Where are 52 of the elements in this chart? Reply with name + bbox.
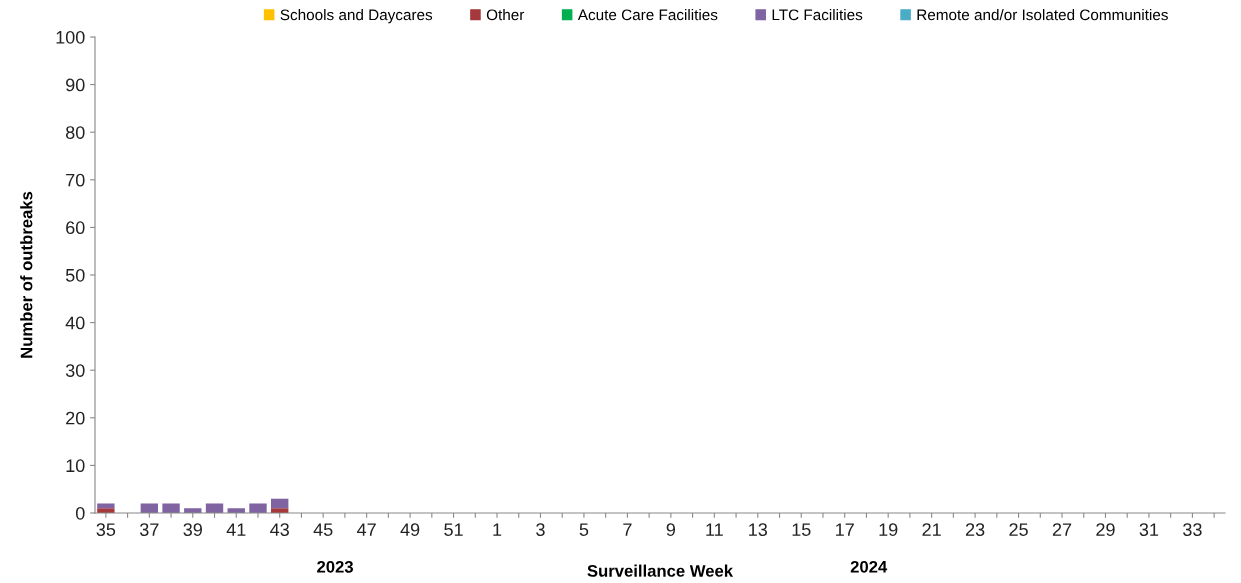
x-tick-label: 27: [1052, 523, 1072, 536]
text: 2024: [850, 560, 888, 573]
bar: [97, 503, 115, 509]
x-tick-label: 51: [444, 523, 463, 536]
x-tick-label: 9: [666, 523, 676, 536]
x-tick-label: 7: [623, 523, 632, 536]
bar: [162, 503, 180, 513]
y-tick-label: 30: [65, 364, 85, 377]
bar: [140, 503, 159, 513]
bar: [205, 503, 224, 513]
x-tick-label: 37: [139, 523, 159, 536]
x-tick-label: 33: [1183, 523, 1202, 536]
legend-label: Schools and Daycares: [280, 9, 433, 24]
y-tick-label: 80: [65, 126, 85, 139]
y-axis-title: Number of outbreaks: [20, 191, 33, 358]
y-tick-label: 60: [66, 221, 85, 235]
x-tick-label: 31: [1139, 523, 1159, 536]
y-tick-label: 90: [66, 78, 85, 92]
x-axis-title: Surveillance Week: [587, 564, 734, 577]
x-tick-label: 1: [493, 523, 502, 536]
x-tick-label: 49: [400, 523, 420, 536]
x-tick-label: 23: [965, 523, 985, 536]
x-tick-label: 21: [922, 523, 941, 536]
legend-label: Acute Care Facilities: [577, 9, 718, 21]
x-tick-label: 17: [836, 523, 854, 536]
x-tick-label: 15: [792, 523, 811, 536]
bar: [249, 503, 267, 513]
x-tick-label: 13: [749, 523, 768, 536]
x-tick-label: 35: [96, 523, 116, 536]
x-tick-label: 29: [1096, 523, 1115, 536]
bar: [271, 498, 289, 509]
x-tick-label: 3: [536, 523, 545, 536]
x-tick-label: 43: [270, 523, 289, 536]
x-tick-label: 39: [183, 523, 202, 536]
x-tick-label: 25: [1009, 523, 1028, 536]
y-tick-label: 20: [66, 411, 85, 425]
x-tick-label: 41: [226, 523, 246, 536]
y-tick-label: 10: [66, 459, 85, 473]
x-tick-label: 19: [879, 523, 898, 536]
y-tick-label: 70: [66, 173, 85, 187]
x-tick-label: 5: [579, 523, 589, 536]
y-tick-label: 100: [56, 30, 85, 44]
legend-label: LTC Facilities: [772, 9, 863, 21]
legend-label: Other: [486, 9, 525, 21]
y-tick-label: 40: [65, 316, 85, 330]
text: 2023: [317, 560, 354, 573]
y-tick-label: 50: [65, 268, 85, 282]
legend-label: Remote and/or Isolated Communities: [917, 9, 1168, 21]
x-tick-label: 45: [313, 523, 333, 536]
x-tick-label: 47: [357, 523, 376, 536]
y-tick-label: 0: [75, 506, 85, 520]
x-tick-label: 11: [706, 523, 723, 536]
